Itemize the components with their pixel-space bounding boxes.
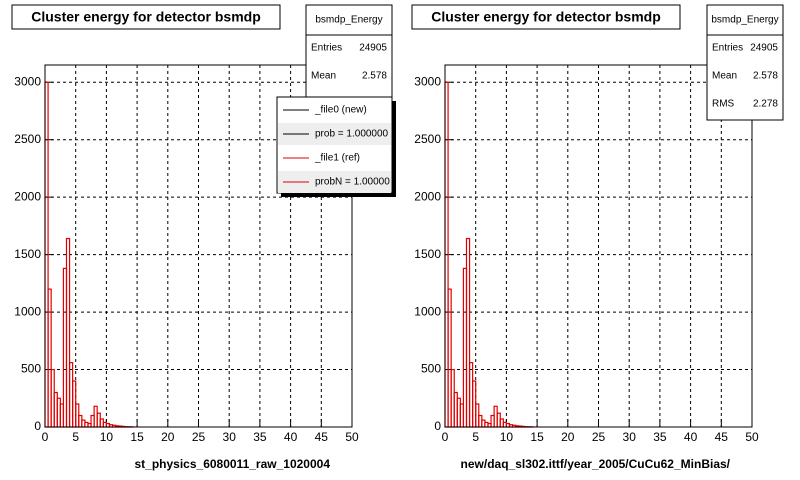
x-tick-label: 10	[100, 430, 114, 444]
y-tick-label: 2000	[14, 189, 41, 203]
y-tick-label: 2500	[14, 132, 41, 146]
y-tick-label: 500	[421, 362, 441, 376]
title-box	[411, 4, 681, 30]
y-tick-label: 2000	[414, 189, 441, 203]
y-tick-label: 3000	[14, 74, 41, 88]
stats-label: RMS	[712, 99, 735, 110]
stats-box	[706, 4, 784, 121]
x-tick-label: 40	[684, 430, 698, 444]
legend-label: _file1 (ref)	[314, 153, 360, 164]
y-tick-label: 1000	[14, 304, 41, 318]
stats-label: Entries	[311, 43, 342, 54]
x-tick-label: 15	[130, 430, 144, 444]
title-box	[11, 4, 281, 30]
x-tick-label: 25	[192, 430, 206, 444]
x-tick-label: 45	[315, 430, 329, 444]
axes-frame	[444, 64, 753, 428]
legend-label: probN = 1.00000	[315, 177, 390, 188]
stats-label: Mean	[311, 71, 336, 82]
stats-value: 2.578	[362, 71, 387, 82]
x-tick-label: 35	[253, 430, 267, 444]
x-tick-label: 35	[653, 430, 667, 444]
x-tick-label: 50	[345, 430, 359, 444]
x-tick-label: 45	[715, 430, 729, 444]
x-tick-label: 25	[592, 430, 606, 444]
y-tick-label: 0	[34, 419, 41, 433]
x-axis-title: new/daq_sl302.ittf/year_2005/CuCu62_MinB…	[461, 457, 731, 471]
legend-label: _file0 (new)	[314, 105, 367, 116]
x-tick-label: 5	[472, 430, 479, 444]
x-tick-label: 10	[500, 430, 514, 444]
y-tick-label: 2500	[414, 132, 441, 146]
stats-label: Entries	[712, 43, 743, 54]
legend-band	[278, 123, 391, 145]
x-tick-label: 20	[161, 430, 175, 444]
x-tick-label: 5	[72, 430, 79, 444]
y-tick-label: 1500	[14, 247, 41, 261]
x-tick-label: 20	[561, 430, 575, 444]
legend-band	[278, 171, 391, 193]
y-tick-label: 500	[21, 362, 41, 376]
stats-value: 2.578	[753, 71, 778, 82]
chart-title: Cluster energy for detector bsmdp	[31, 9, 261, 25]
stats-value: 24905	[750, 43, 778, 54]
x-tick-label: 0	[442, 430, 449, 444]
legend-label: prob = 1.000000	[315, 129, 389, 140]
y-tick-label: 3000	[414, 74, 441, 88]
y-tick-label: 0	[434, 419, 441, 433]
x-tick-label: 30	[623, 430, 637, 444]
x-tick-label: 30	[223, 430, 237, 444]
y-tick-label: 1000	[414, 304, 441, 318]
x-tick-label: 15	[530, 430, 544, 444]
axes-frame	[44, 64, 353, 428]
x-tick-label: 40	[284, 430, 298, 444]
stats-title: bsmdp_Energy	[711, 15, 778, 26]
x-tick-label: 50	[745, 430, 759, 444]
y-tick-label: 1500	[414, 247, 441, 261]
stats-title: bsmdp_Energy	[315, 15, 382, 26]
stats-label: Mean	[712, 71, 737, 82]
stats-value: 2.278	[753, 99, 778, 110]
stats-value: 24905	[359, 43, 387, 54]
x-tick-label: 0	[42, 430, 49, 444]
x-axis-title: st_physics_6080011_raw_1020004	[134, 457, 330, 471]
chart-title: Cluster energy for detector bsmdp	[431, 9, 661, 25]
